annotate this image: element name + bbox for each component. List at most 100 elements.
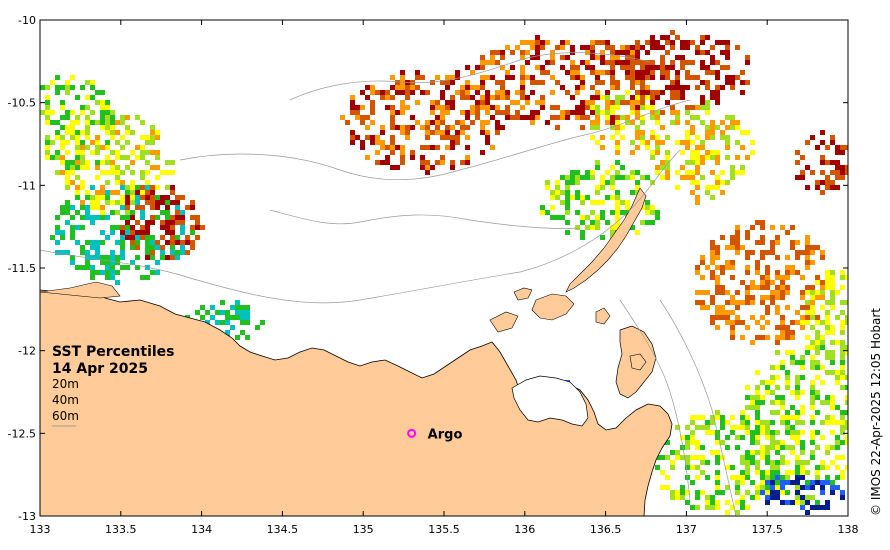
sst-pixel xyxy=(705,35,710,40)
sst-pixel xyxy=(75,195,80,200)
sst-pixel xyxy=(115,270,120,275)
argo-float-marker[interactable] xyxy=(407,428,417,438)
sst-pixel xyxy=(775,255,780,260)
sst-pixel xyxy=(810,365,815,370)
sst-pixel xyxy=(90,110,95,115)
sst-pixel xyxy=(775,480,780,485)
sst-pixel xyxy=(640,90,645,95)
sst-pixel xyxy=(580,230,585,235)
sst-pixel xyxy=(450,80,455,85)
sst-pixel xyxy=(630,100,635,105)
sst-pixel xyxy=(640,60,645,65)
sst-pixel xyxy=(470,110,475,115)
sst-pixel xyxy=(690,175,695,180)
sst-pixel xyxy=(130,260,135,265)
sst-pixel xyxy=(565,40,570,45)
sst-pixel xyxy=(635,75,640,80)
sst-pixel xyxy=(70,225,75,230)
sst-pixel xyxy=(685,135,690,140)
sst-pixel xyxy=(125,130,130,135)
sst-pixel xyxy=(760,445,765,450)
sst-pixel xyxy=(800,440,805,445)
sst-pixel xyxy=(350,110,355,115)
sst-pixel xyxy=(635,105,640,110)
sst-pixel xyxy=(850,405,855,410)
sst-pixel xyxy=(610,70,615,75)
sst-pixel xyxy=(680,40,685,45)
sst-pixel xyxy=(675,425,680,430)
sst-pixel xyxy=(535,115,540,120)
sst-pixel xyxy=(80,225,85,230)
sst-pixel xyxy=(725,315,730,320)
sst-pixel xyxy=(715,95,720,100)
sst-pixel xyxy=(75,115,80,120)
sst-pixel xyxy=(780,445,785,450)
sst-pixel xyxy=(755,390,760,395)
sst-pixel xyxy=(125,115,130,120)
sst-pixel xyxy=(85,145,90,150)
sst-pixel xyxy=(780,490,785,495)
sst-pixel xyxy=(105,270,110,275)
sst-pixel xyxy=(855,345,860,350)
sst-pixel xyxy=(835,455,840,460)
sst-pixel xyxy=(780,295,785,300)
sst-pixel xyxy=(150,245,155,250)
sst-pixel xyxy=(140,195,145,200)
sst-pixel xyxy=(740,505,745,510)
sst-pixel xyxy=(435,145,440,150)
sst-pixel xyxy=(500,50,505,55)
sst-pixel xyxy=(170,200,175,205)
sst-pixel xyxy=(85,190,90,195)
sst-pixel xyxy=(575,190,580,195)
sst-pixel xyxy=(485,90,490,95)
sst-pixel xyxy=(615,170,620,175)
sst-pixel xyxy=(610,110,615,115)
sst-pixel xyxy=(80,205,85,210)
sst-pixel xyxy=(415,120,420,125)
sst-pixel xyxy=(550,75,555,80)
sst-pixel xyxy=(165,225,170,230)
sst-pixel xyxy=(75,95,80,100)
sst-pixel xyxy=(840,320,845,325)
sst-pixel xyxy=(145,180,150,185)
sst-pixel xyxy=(210,305,215,310)
sst-pixel xyxy=(710,320,715,325)
sst-pixel xyxy=(65,80,70,85)
sst-pixel xyxy=(540,100,545,105)
sst-pixel xyxy=(730,275,735,280)
sst-pixel xyxy=(105,215,110,220)
sst-pixel xyxy=(580,215,585,220)
sst-pixel xyxy=(840,170,845,175)
sst-pixel xyxy=(60,105,65,110)
sst-pixel xyxy=(840,145,845,150)
sst-pixel xyxy=(780,415,785,420)
sst-pixel xyxy=(710,155,715,160)
sst-pixel xyxy=(715,150,720,155)
sst-pixel xyxy=(465,110,470,115)
sst-pixel xyxy=(705,50,710,55)
sst-pixel xyxy=(610,165,615,170)
sst-pixel xyxy=(370,105,375,110)
sst-pixel xyxy=(580,110,585,115)
sst-pixel xyxy=(750,455,755,460)
sst-pixel xyxy=(635,185,640,190)
sst-pixel xyxy=(735,425,740,430)
sst-pixel xyxy=(830,305,835,310)
sst-pixel xyxy=(480,100,485,105)
sst-pixel xyxy=(825,370,830,375)
sst-pixel xyxy=(630,50,635,55)
sst-pixel xyxy=(55,135,60,140)
sst-pixel xyxy=(215,320,220,325)
sst-pixel xyxy=(440,80,445,85)
sst-pixel xyxy=(810,455,815,460)
sst-pixel xyxy=(835,150,840,155)
sst-pixel xyxy=(110,120,115,125)
sst-pixel xyxy=(750,405,755,410)
sst-pixel xyxy=(785,425,790,430)
sst-pixel xyxy=(475,90,480,95)
sst-pixel xyxy=(730,115,735,120)
sst-pixel xyxy=(780,500,785,505)
sst-pixel xyxy=(585,225,590,230)
sst-pixel xyxy=(125,265,130,270)
sst-pixel xyxy=(475,100,480,105)
